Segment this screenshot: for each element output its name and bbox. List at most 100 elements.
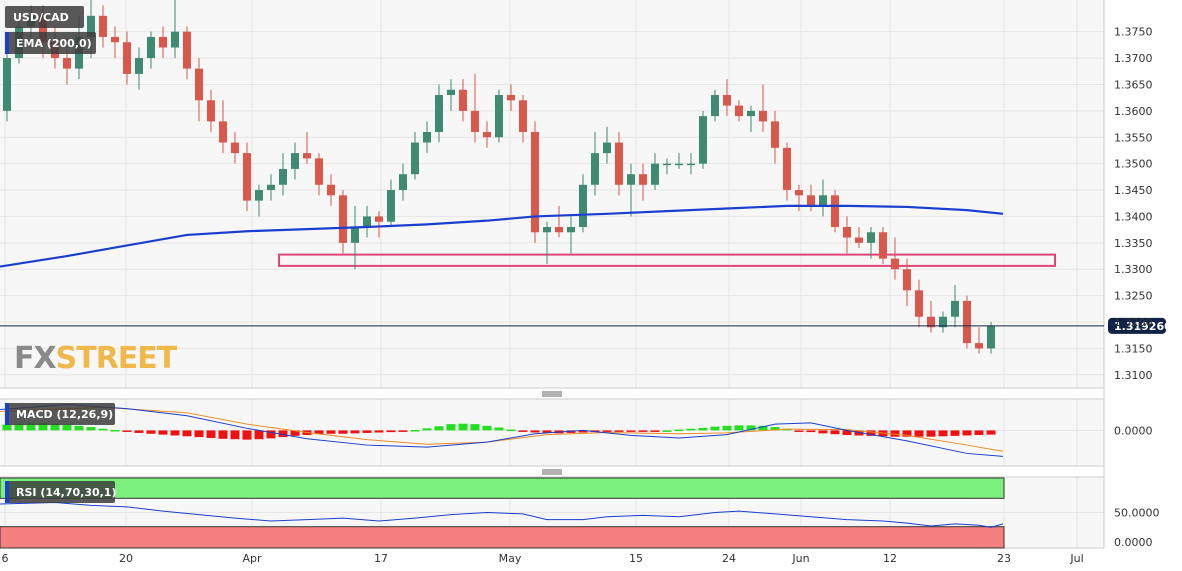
macd-hist-bar [770,427,780,431]
x-tick-label: 12 [883,552,897,565]
legend-rsi: RSI (14,70,30,1) [5,481,116,503]
splitter-handle-macd[interactable] [542,391,562,397]
macd-hist-bar [278,430,288,438]
candle-body [939,316,947,328]
candle-body [471,110,479,132]
candle-body [339,195,347,243]
macd-hist-bar [626,430,636,432]
macd-hist-bar [194,430,204,438]
macd-hist-bar [422,428,432,431]
candle-body [759,110,767,122]
macd-hist-bar [338,430,348,434]
macd-hist-bar [50,423,60,431]
candle-body [531,131,539,233]
macd-hist-bar [74,425,84,431]
candle-body [447,89,455,96]
candle-body [543,226,551,233]
y-axis-macd: 0.0000 [1114,424,1153,437]
candle-body [135,58,143,74]
candle-body [63,58,71,69]
macd-hist-bar [218,430,228,439]
macd-hist-bar [518,430,528,432]
candle-body [867,232,875,243]
x-tick-label: Jun [791,552,809,565]
macd-hist-bar [386,430,396,433]
macd-hist-bar [806,430,816,433]
candle-body [663,163,671,166]
candle-body [207,100,215,122]
legend-ema: EMA (200,0) [5,32,96,54]
candle-body [279,168,287,185]
macd-hist-bar [146,430,156,434]
candle-body [603,142,611,154]
candle-body [711,95,719,117]
ema-200-line [0,204,1004,268]
svg-text:RSI (14,70,30,1): RSI (14,70,30,1) [16,486,116,499]
legend-macd: MACD (12,26,9) [5,403,115,425]
candle-body [363,216,371,227]
macd-hist-bar [242,430,252,440]
candle-body [843,226,851,238]
candle-body [39,15,47,43]
y-tick-label: 1.3500 [1114,158,1153,171]
candle-body [267,184,275,191]
candle-body [807,195,815,206]
candle-body [99,15,107,37]
candle-body [3,58,11,111]
x-tick-label: Jul [1069,552,1083,565]
last-price-tag [1108,317,1166,334]
macd-hist-bar [230,430,240,440]
candle-body [591,153,599,185]
macd-hist-bar [866,430,876,436]
y-tick-label: 50.0000 [1114,507,1160,520]
splitter-handle-rsi[interactable] [542,469,562,475]
support-zone [278,253,1056,267]
candle-body [255,190,263,201]
macd-hist-bar [494,427,504,431]
macd-hist-bar [986,430,996,435]
macd-hist-bar [170,430,180,436]
candle-body [891,258,899,270]
legend-symbol: USD/CAD [5,6,84,28]
macd-hist-bar [290,430,300,436]
candle-body [927,316,935,328]
svg-text:MACD (12,26,9): MACD (12,26,9) [16,408,113,421]
candle-body [855,237,863,243]
y-tick-label: 1.3600 [1114,105,1153,118]
candle-body [435,95,443,132]
candle-body [399,174,407,191]
macd-hist-bar [182,430,192,437]
candle-body [723,95,731,106]
macd-signal-line [0,406,1004,452]
y-tick-label: 1.3750 [1114,26,1153,39]
macd-hist-bar [206,430,216,438]
macd-hist-bar [542,430,552,433]
x-tick-label: 17 [374,552,388,565]
macd-hist-bar [62,424,72,431]
macd-hist-bar [86,427,96,431]
macd-hist-bar [974,430,984,436]
macd-hist-bar [26,423,36,431]
grid-lines [0,0,1104,549]
macd-hist-bar [506,429,516,432]
candle-body [963,300,971,344]
macd-hist-bar [530,430,540,433]
candle-body [627,174,635,185]
macd-hist-bar [254,430,264,440]
candle-body [735,105,743,117]
macd-hist-bar [578,430,588,433]
macd-hist-bar [158,430,168,435]
macd-hist-bar [842,430,852,436]
macd-hist-bar [962,430,972,436]
candle-body [903,269,911,291]
macd-hist-bar [2,424,12,431]
candle-body [783,147,791,191]
macd-hist-bar [830,430,840,435]
svg-text:EMA (200,0): EMA (200,0) [16,37,92,50]
macd-hist-bar [662,430,672,432]
candle-body [687,163,695,166]
macd-line [0,403,1004,457]
macd-hist-bar [98,428,108,431]
candle-body [315,158,323,185]
y-tick-label: 1.3100 [1114,369,1153,382]
